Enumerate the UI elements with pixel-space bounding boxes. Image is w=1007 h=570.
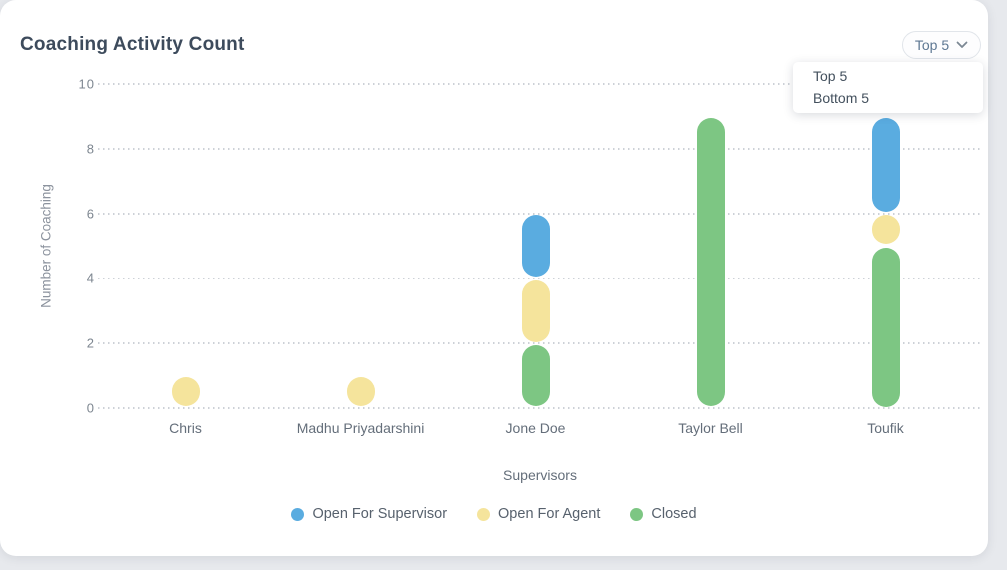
- y-tick-label: 8: [86, 141, 95, 157]
- gridline: [98, 277, 983, 280]
- chart-area: Number of Coaching 0 2 4 6 8 10 Chris Madhu Pri…: [0, 76, 988, 522]
- y-tick-label: 0: [86, 400, 95, 416]
- bar-segment-closed[interactable]: [871, 247, 900, 407]
- legend-label: Closed: [651, 506, 697, 522]
- y-axis-title: Number of Coaching: [38, 184, 54, 308]
- y-tick-label: 4: [86, 270, 95, 286]
- legend-dot-icon: [291, 507, 305, 521]
- legend-item-open-for-supervisor[interactable]: Open For Supervisor: [291, 506, 447, 522]
- gridline: [98, 83, 983, 85]
- bar-segment-closed[interactable]: [696, 117, 725, 407]
- dropdown-menu: Top 5 Bottom 5: [793, 62, 983, 113]
- x-tick-label: Chris: [169, 420, 202, 436]
- page-title: Coaching Activity Count: [20, 34, 245, 55]
- bar-segment-open-for-agent[interactable]: [171, 377, 200, 407]
- bar-segment-closed[interactable]: [521, 344, 550, 407]
- dropdown-selected-label: Top 5: [914, 37, 950, 53]
- chart-card: Coaching Activity Count Number of Coachi…: [0, 0, 988, 556]
- gridline: [98, 212, 983, 215]
- y-tick-label: 10: [78, 76, 95, 92]
- bar-segment-open-for-supervisor[interactable]: [871, 117, 900, 213]
- x-tick-label: Jone Doe: [505, 420, 566, 436]
- bar-segment-open-for-agent[interactable]: [871, 215, 900, 245]
- bar-segment-open-for-agent[interactable]: [346, 377, 375, 407]
- x-tick-label: Madhu Priyadarshini: [296, 420, 425, 436]
- y-tick-label: 2: [86, 335, 95, 351]
- dropdown-option-top-5[interactable]: Top 5: [813, 68, 848, 84]
- bar-segment-open-for-supervisor[interactable]: [521, 215, 550, 277]
- legend-item-closed[interactable]: Closed: [630, 506, 697, 522]
- x-axis-title: Supervisors: [503, 467, 577, 483]
- dropdown-button[interactable]: Top 5: [902, 31, 981, 59]
- x-tick-label: Taylor Bell: [678, 420, 743, 436]
- gridline: [98, 407, 983, 409]
- gridline: [98, 342, 983, 345]
- chevron-down-icon: [956, 41, 968, 48]
- gridline: [98, 147, 983, 150]
- legend-item-open-for-agent[interactable]: Open For Agent: [477, 506, 600, 522]
- bar-segment-open-for-agent[interactable]: [521, 279, 550, 342]
- legend-dot-icon: [630, 507, 644, 521]
- legend-dot-icon: [477, 507, 491, 521]
- x-tick-label: Toufik: [867, 420, 904, 436]
- y-tick-label: 6: [86, 206, 95, 222]
- legend-label: Open For Supervisor: [312, 506, 448, 522]
- legend: Open For Supervisor Open For Agent Closed: [0, 506, 988, 522]
- legend-label: Open For Agent: [498, 506, 601, 522]
- dropdown-option-bottom-5[interactable]: Bottom 5: [813, 90, 870, 106]
